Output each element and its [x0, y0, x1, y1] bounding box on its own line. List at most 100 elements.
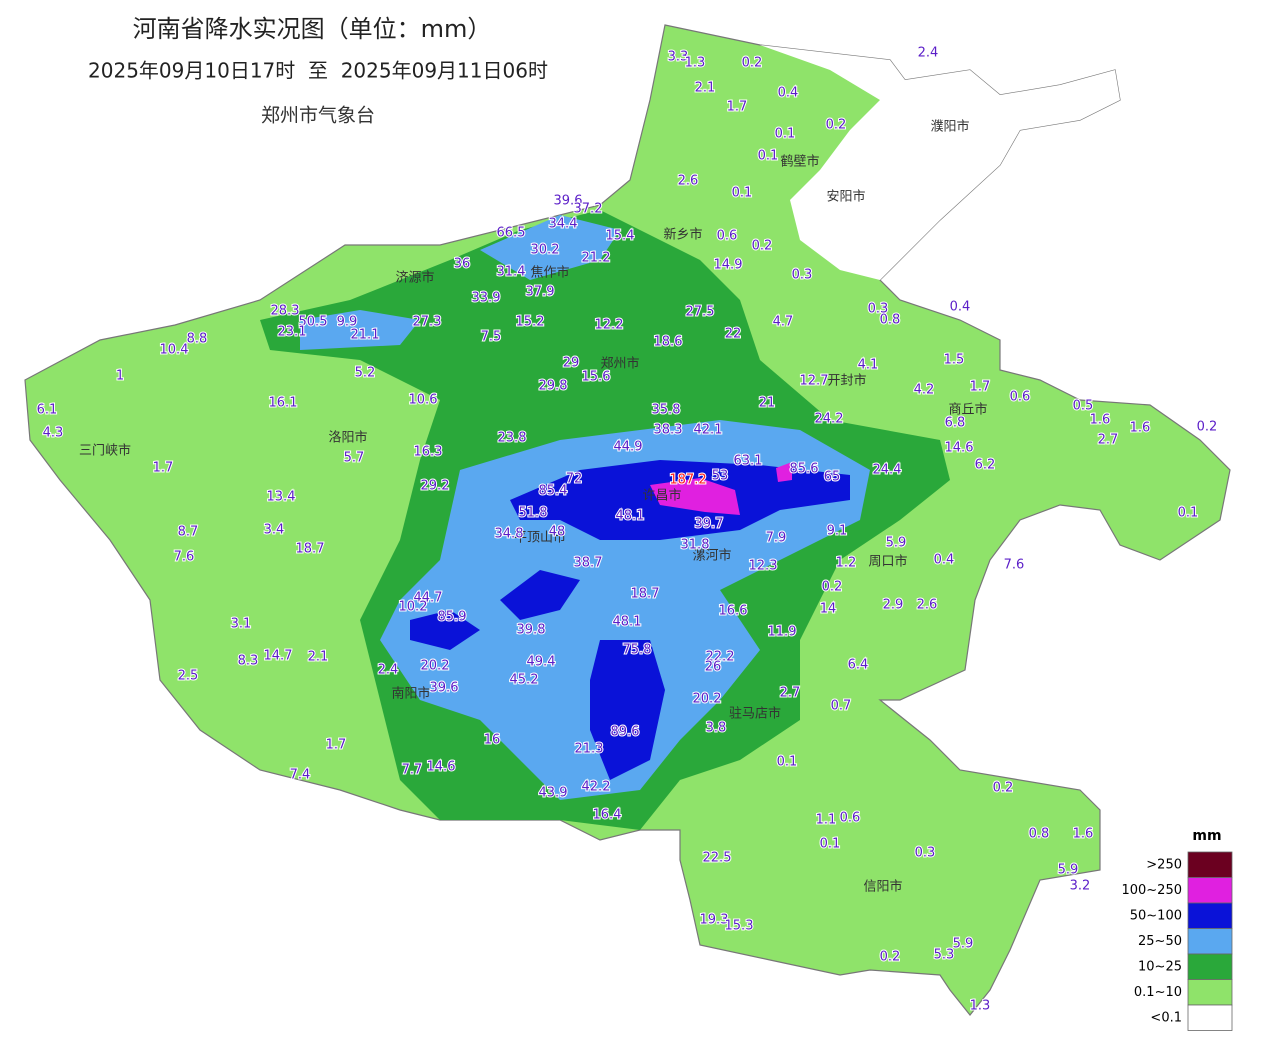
station-value: 2.1 — [308, 650, 329, 665]
station-value: 3.2 — [1070, 879, 1091, 894]
station-value: 0.2 — [742, 56, 763, 71]
station-value: 2.4 — [918, 46, 939, 61]
city-label: 濮阳市 — [930, 119, 969, 135]
station-value: 15.4 — [606, 229, 635, 244]
station-value: 15.3 — [725, 919, 754, 934]
station-value: 45.2 — [510, 673, 539, 688]
station-value: 29.2 — [421, 479, 450, 494]
city-label: 驻马店市 — [729, 706, 781, 722]
station-value: 16.3 — [414, 445, 443, 460]
station-value: 0.5 — [1073, 399, 1094, 414]
station-value: 0.6 — [1010, 390, 1031, 405]
station-value: 2.1 — [695, 81, 716, 96]
station-value: 16.1 — [269, 396, 298, 411]
station-value: 3.8 — [706, 721, 727, 736]
station-value: 0.8 — [880, 313, 901, 328]
station-value: 1.7 — [970, 380, 991, 395]
station-value: 0.1 — [777, 755, 798, 770]
city-label: 安阳市 — [826, 189, 865, 205]
station-value: 22 — [725, 327, 742, 342]
station-value: 1.3 — [685, 56, 706, 71]
station-value: 29 — [563, 356, 580, 371]
station-value: 8.3 — [238, 654, 259, 669]
legend-swatch — [1187, 1004, 1233, 1031]
station-value: 50.5 — [299, 315, 328, 330]
legend-swatch — [1187, 979, 1233, 1006]
city-label: 周口市 — [868, 554, 907, 570]
station-value: 33.9 — [472, 291, 501, 306]
station-value: 14.6 — [945, 441, 974, 456]
station-value: 44.9 — [614, 440, 643, 455]
station-value: 1.3 — [970, 999, 991, 1014]
station-value: 16.6 — [719, 604, 748, 619]
legend-label: 100~250 — [1121, 883, 1182, 898]
station-value: 0.4 — [950, 300, 971, 315]
station-value: 20.2 — [421, 659, 450, 674]
legend-swatch — [1187, 928, 1233, 955]
station-value: 16 — [484, 733, 501, 748]
station-value: 36 — [454, 257, 471, 272]
station-value: 3.3 — [668, 50, 689, 65]
station-value: 63.1 — [734, 454, 763, 469]
station-value: 1.6 — [1130, 421, 1151, 436]
station-value: 2.7 — [780, 686, 801, 701]
station-value: 28.3 — [271, 304, 300, 319]
station-value: 75.8 — [623, 643, 652, 658]
map-title: 河南省降水实况图（单位：mm） — [133, 15, 492, 43]
station-value: 2.5 — [178, 669, 199, 684]
station-value: 49.4 — [527, 655, 556, 670]
station-value: 7.6 — [1004, 558, 1025, 573]
station-value: 38.7 — [574, 556, 603, 571]
torrential-rain-area — [410, 460, 850, 780]
station-value: 7.6 — [174, 550, 195, 565]
station-value: 65 — [824, 470, 841, 485]
station-value: 4.7 — [773, 315, 794, 330]
station-value: 8.7 — [178, 525, 199, 540]
station-value: 12.7 — [800, 374, 829, 389]
station-value: 24.2 — [815, 412, 844, 427]
station-value: 15.2 — [516, 315, 545, 330]
station-value: 187.2 — [669, 473, 706, 488]
station-value: 19.3 — [700, 913, 729, 928]
station-value: 42.2 — [582, 780, 611, 795]
station-value: 24.4 — [873, 463, 902, 478]
station-value: 20.2 — [693, 692, 722, 707]
station-value: 12.3 — [749, 559, 778, 574]
station-value: 4.1 — [858, 358, 879, 373]
station-value: 5.9 — [1058, 863, 1079, 878]
station-value: 7.5 — [481, 330, 502, 345]
city-label: 新乡市 — [663, 227, 702, 243]
station-value: 0.3 — [868, 302, 889, 317]
station-value: 0.4 — [934, 553, 955, 568]
station-value: 14.7 — [264, 649, 293, 664]
station-value: 21.1 — [351, 328, 380, 343]
legend-label: 50~100 — [1130, 909, 1182, 924]
station-value: 35.8 — [652, 403, 681, 418]
station-value: 5.7 — [344, 451, 365, 466]
station-value: 0.2 — [752, 239, 773, 254]
station-value: 85.4 — [539, 484, 568, 499]
station-value: 38.3 — [654, 423, 683, 438]
station-value: 13.4 — [267, 490, 296, 505]
station-value: 66.5 — [497, 226, 526, 241]
station-value: 0.3 — [792, 268, 813, 283]
legend-label: 0.1~10 — [1134, 985, 1182, 1000]
city-label: 鹤壁市 — [780, 154, 819, 170]
legend-swatch — [1187, 851, 1233, 878]
station-value: 2.4 — [378, 663, 399, 678]
station-value: 7.9 — [766, 531, 787, 546]
station-value: 53 — [712, 469, 729, 484]
dry-area — [760, 45, 1120, 280]
station-value: 2.9 — [883, 598, 904, 613]
legend-swatch — [1187, 877, 1233, 904]
period: 2025年09月10日17时 至 2025年09月11日06时 — [88, 59, 548, 83]
station-value: 0.1 — [775, 127, 796, 142]
station-value: 1.2 — [836, 556, 857, 571]
station-value: 0.4 — [778, 86, 799, 101]
station-value: 1.7 — [727, 100, 748, 115]
station-value: 27.5 — [686, 305, 715, 320]
station-value: 0.3 — [915, 846, 936, 861]
station-value: 14.9 — [714, 258, 743, 273]
city-label: 焦作市 — [530, 265, 569, 281]
station-value: 2.6 — [917, 598, 938, 613]
